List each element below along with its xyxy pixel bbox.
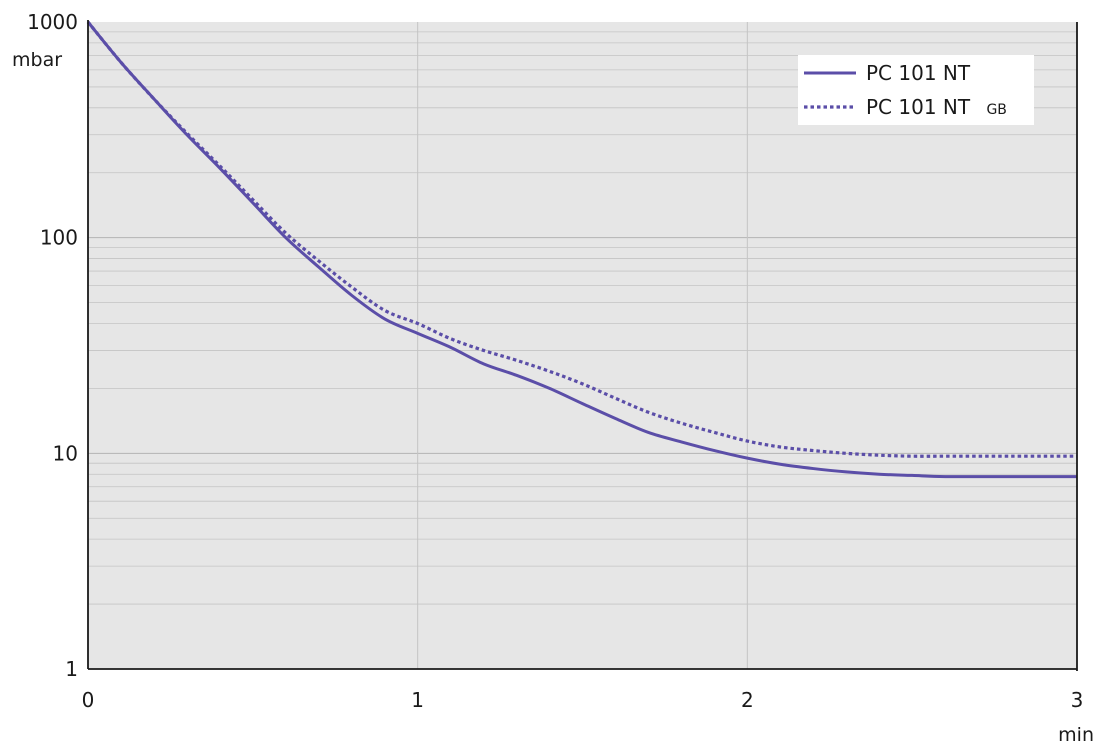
y-tick-label: 1000: [27, 10, 78, 34]
series-line-pc101nt: [86, 21, 1077, 479]
y-tick-label: 1: [65, 657, 78, 681]
legend-label-pc101nt: PC 101 NT: [866, 61, 971, 85]
y-tick-label: 10: [53, 441, 78, 465]
x-tick-label: 3: [1071, 688, 1084, 712]
series-lines: [86, 20, 1077, 479]
legend-label-pc101nt-gb: PC 101 NT GB: [866, 95, 1007, 119]
legend-label-pc101nt-gb-main: PC 101 NT: [866, 95, 971, 119]
x-tick-label: 1: [411, 688, 424, 712]
y-tick-label: 100: [40, 226, 78, 250]
legend-label-gb-suffix: GB: [986, 102, 1006, 118]
legend: PC 101 NT PC 101 NT GB: [798, 55, 1034, 125]
x-tick-label: 0: [82, 688, 95, 712]
x-tick-label: 2: [741, 688, 754, 712]
legend-box: [798, 55, 1034, 125]
series-line-pc101nt-gb: [86, 20, 1077, 458]
plot-background: [88, 22, 1077, 669]
x-axis-unit-label: min: [1058, 724, 1094, 746]
axes: [87, 20, 1078, 671]
y-axis-unit-label: mbar: [12, 49, 62, 71]
